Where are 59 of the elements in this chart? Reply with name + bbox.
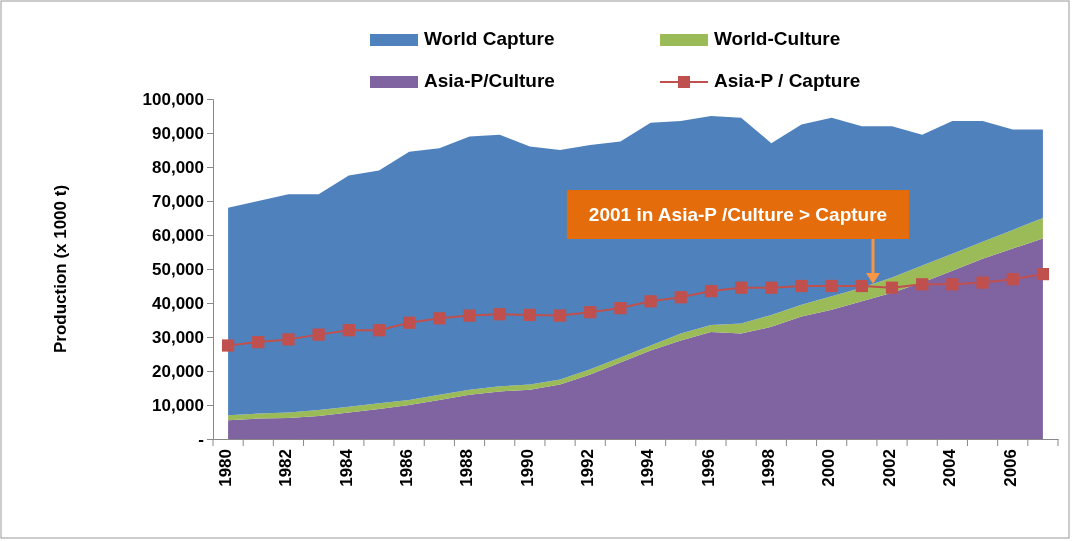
x-tick-label: 1980 xyxy=(215,449,235,487)
legend-label: World-Culture xyxy=(714,28,841,50)
point xyxy=(221,339,235,352)
point xyxy=(674,291,687,304)
y-tick-label: 90,000 xyxy=(152,123,204,143)
legend-label: Asia-P / Capture xyxy=(714,70,861,92)
point xyxy=(252,335,265,349)
y-tick-label: 20,000 xyxy=(152,361,204,381)
point xyxy=(735,281,748,294)
x-tick-label: 1998 xyxy=(759,449,779,487)
y-tick-label: 100,000 xyxy=(142,89,204,109)
point xyxy=(855,279,868,293)
x-tick-label: 1986 xyxy=(396,449,416,487)
y-tick-label: 70,000 xyxy=(152,191,204,211)
point xyxy=(644,295,657,308)
x-tick-label: 1990 xyxy=(517,449,537,487)
x-tick-label: 2006 xyxy=(1000,449,1020,487)
point xyxy=(946,278,959,291)
x-tick-label: 1996 xyxy=(698,449,718,487)
point xyxy=(433,312,446,325)
point xyxy=(704,284,718,298)
y-tick-label: 50,000 xyxy=(152,259,204,279)
point xyxy=(312,328,325,341)
point xyxy=(885,281,899,294)
x-tick-label: 1988 xyxy=(457,449,477,487)
point xyxy=(1036,267,1050,281)
x-tick-label: 1984 xyxy=(336,448,356,487)
x-tick-label: 2004 xyxy=(940,448,960,487)
x-tick-label: 2002 xyxy=(879,449,899,487)
x-tick-label: 1994 xyxy=(638,448,658,487)
legend-label: World Capture xyxy=(424,28,555,50)
point xyxy=(1006,273,1019,286)
legend-label: Asia-P/Culture xyxy=(424,70,555,92)
point xyxy=(584,306,597,319)
point xyxy=(403,316,416,329)
y-tick-label: - xyxy=(198,429,204,449)
annotation: 2001 in Asia-P /Culture > Capture xyxy=(588,204,888,226)
point xyxy=(825,279,838,293)
y-tick-label: 60,000 xyxy=(152,225,204,245)
point xyxy=(342,324,355,337)
x-tick-label: 1992 xyxy=(578,449,598,487)
point xyxy=(916,278,929,291)
point xyxy=(553,309,567,322)
y-tick-label: 40,000 xyxy=(152,293,204,313)
point xyxy=(463,309,476,322)
point xyxy=(765,281,778,294)
x-tick-label: 1982 xyxy=(276,449,296,487)
y-tick-label: 30,000 xyxy=(152,327,204,347)
y-tick-label: 10,000 xyxy=(152,395,204,415)
point xyxy=(976,276,989,289)
point xyxy=(795,279,808,293)
point xyxy=(614,301,627,315)
y-axis-title: Production (x 1000 t) xyxy=(51,184,70,354)
point xyxy=(493,308,506,321)
y-tick-label: 80,000 xyxy=(152,157,204,177)
x-tick-label: 2000 xyxy=(819,449,839,487)
point xyxy=(523,308,536,322)
point xyxy=(282,333,295,346)
point xyxy=(372,324,386,337)
